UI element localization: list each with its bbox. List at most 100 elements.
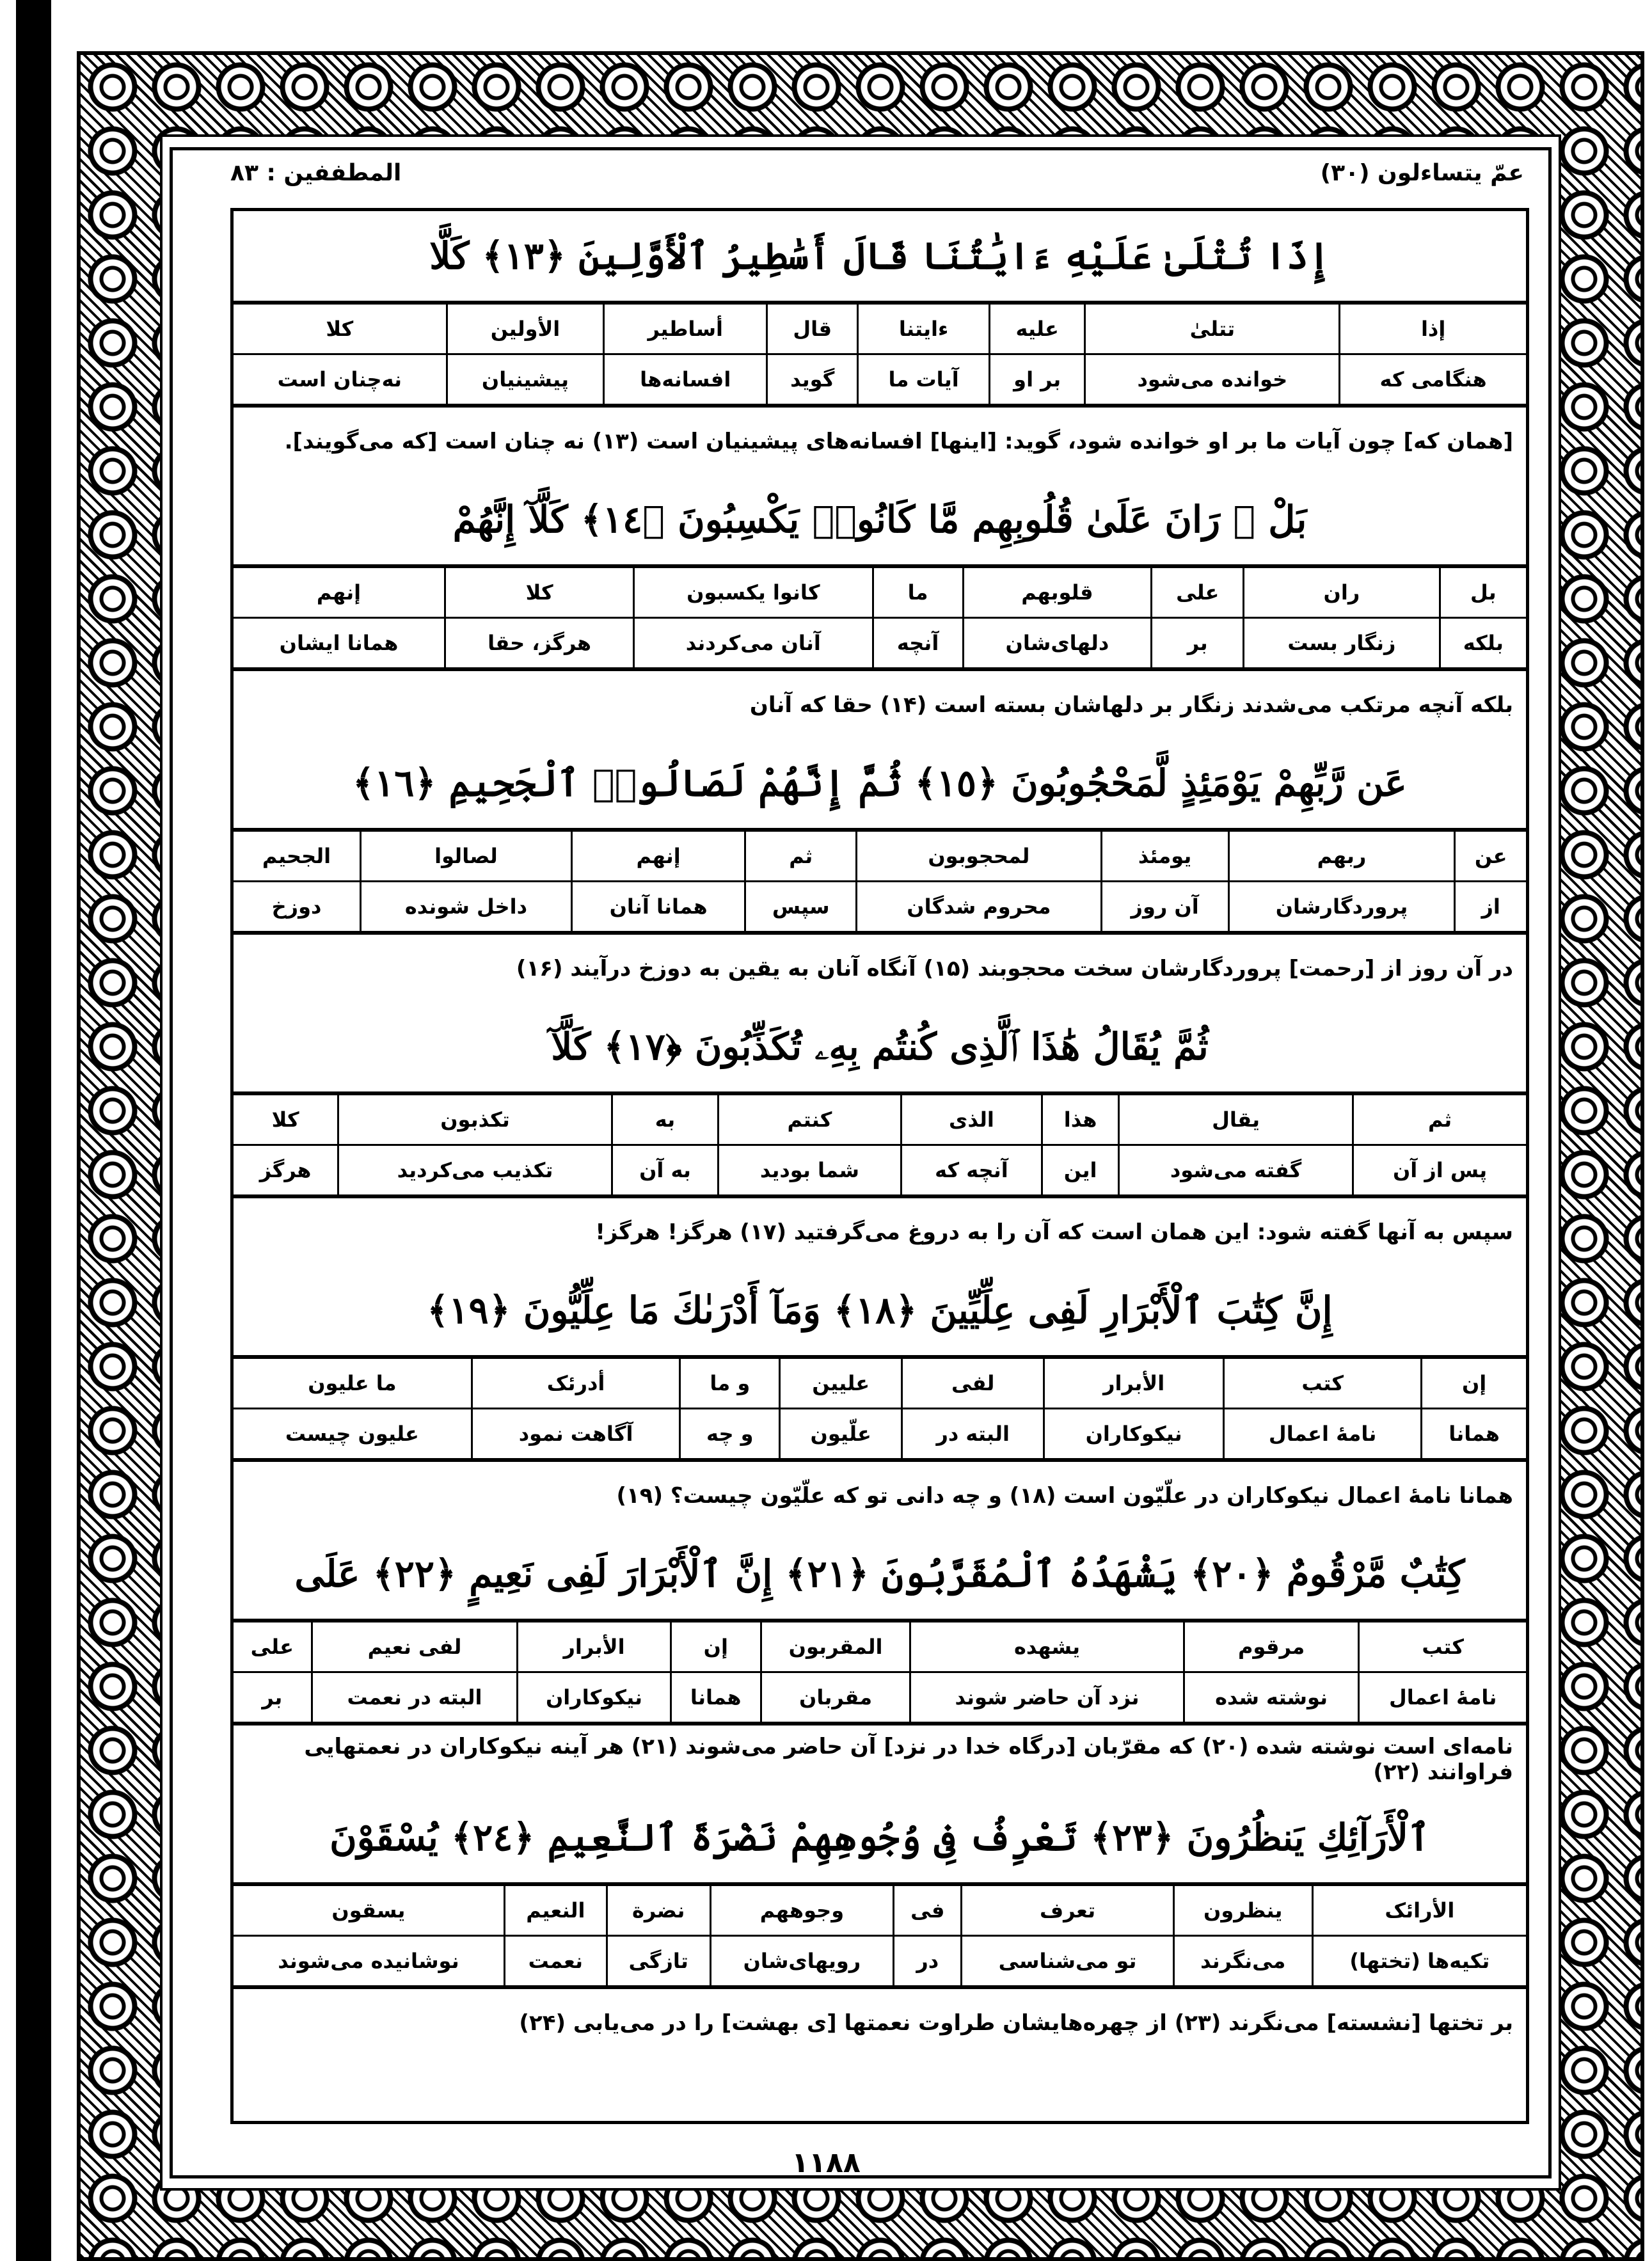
persian-meaning-cell: این	[1041, 1145, 1119, 1196]
persian-meaning-cell: به آن	[610, 1145, 719, 1196]
persian-meaning-cell: هرگز	[259, 1158, 312, 1182]
arabic-words-row: بل ران علی قلوبهم ما کانوا یکسبون کلا إنهم	[234, 566, 1526, 619]
arabic-word-cell: لمحجوبون	[855, 830, 1102, 882]
word-translation-table: عن ربهم یومئذ لمحجوبون ثم إنهم لصالوا الجحیم از پ…	[234, 828, 1526, 935]
word-translation-table: ثم یقال هذا الذی کنتم به تکذبون کلا پس از آن گفته…	[234, 1091, 1526, 1198]
arabic-word-cell: هذا	[1041, 1093, 1119, 1146]
arabic-words-row: عن ربهم یومئذ لمحجوبون ثم إنهم لصالوا الجحیم	[234, 830, 1526, 882]
persian-meaning-cell: بلکه	[1438, 617, 1526, 669]
content-box: إِذَا تُتْلَىٰ عَلَيْهِ ءَايَٰتُنَا قَال…	[230, 208, 1529, 2124]
verse-translation: [همان که] چون آیات ما بر او خوانده شود، …	[284, 428, 1513, 454]
persian-meaning-cell: و چه	[679, 1408, 780, 1460]
verse-translation: سپس به آنها گفته شود: این همان است که آن…	[595, 1219, 1513, 1245]
arabic-word-cell: إنهم	[234, 566, 445, 619]
arabic-word-cell: علی	[234, 1621, 312, 1673]
verse-section: إِنَّ كِتَٰبَ ٱلْأَبْرَارِ لَفِى عِلِّيِ…	[234, 1265, 1526, 1529]
arabic-word-cell: ران	[1243, 566, 1440, 619]
persian-meaning-cell: آن روز	[1100, 881, 1229, 933]
verse-translation: نامه‌ای است نوشته شده (۲۰) که مقرّبان [د…	[304, 1733, 1513, 1785]
arabic-word-cell: لفی	[901, 1357, 1044, 1409]
quran-verse: إِذَا تُتْلَىٰ عَلَيْهِ ءَايَٰتُنَا قَال…	[429, 234, 1330, 278]
arabic-word-cell: الجحیم	[234, 830, 361, 882]
arabic-word-cell: کانوا یکسبون	[633, 566, 873, 619]
persian-meaning-cell: نیکوکاران	[1043, 1408, 1224, 1460]
arabic-word-cell: ربهم	[1227, 830, 1455, 882]
quran-verse: ثُمَّ يُقَالُ هَٰذَا ٱلَّذِى كُنتُم بِهِ…	[551, 1024, 1209, 1068]
arabic-words-row: إذا تتلیٰ علیه ءایتنا قال أساطیر الأولین کلا	[234, 303, 1526, 355]
arabic-word-cell: تکذبون	[337, 1093, 612, 1146]
quran-verse: إِنَّ كِتَٰبَ ٱلْأَبْرَارِ لَفِى عِلِّيِ…	[427, 1289, 1333, 1332]
arabic-words-row: ثم یقال هذا الذی کنتم به تکذبون کلا	[234, 1093, 1526, 1146]
verse-section: ثُمَّ يُقَالُ هَٰذَا ٱلَّذِى كُنتُم بِهِ…	[234, 1002, 1526, 1265]
word-translation-table: إن کتب الأبرار لفی علیین و ما أدرئک ما علیون هما…	[234, 1355, 1526, 1462]
arabic-word-cell: کتب	[1223, 1357, 1422, 1409]
persian-meanings-row: همانا نامهٔ اعمال نیکوکاران البته در علّیون و…	[234, 1408, 1526, 1460]
persian-meaning-cell: نوشته شده	[1182, 1672, 1359, 1724]
verse-translation: بلکه آنچه مرتکب می‌شدند زنگار بر دلهاشان…	[749, 692, 1513, 718]
arabic-word-cell: ثم	[1352, 1093, 1526, 1146]
arabic-word-cell: کتب	[1358, 1621, 1526, 1673]
arabic-word-cell: و ما	[679, 1357, 780, 1409]
verse-translation: در آن روز از [رحمت] پروردگارشان سخت محجو…	[516, 955, 1513, 981]
persian-meaning-cell: نامهٔ اعمال	[1223, 1408, 1422, 1460]
persian-meaning-cell: پیشینیان	[445, 354, 604, 406]
persian-meaning-cell: همانا	[669, 1672, 761, 1724]
arabic-word-cell: مرقوم	[1182, 1621, 1359, 1673]
arabic-word-cell: النعیم	[503, 1884, 607, 1937]
verse-section: بَلْ ۜ رَانَ عَلَىٰ قُلُوبِهِم مَّا كَان…	[234, 475, 1526, 738]
arabic-word-cell: الأبرار	[516, 1621, 671, 1673]
persian-meaning-cell: مقربان	[759, 1672, 910, 1724]
persian-meanings-row: پس از آن گفته می‌شود این آنچه که شما بودید به…	[234, 1145, 1526, 1196]
persian-meaning-cell: شما بودید	[717, 1145, 901, 1196]
persian-meaning-cell: نامهٔ اعمال	[1358, 1672, 1526, 1724]
persian-meaning-cell: افسانه‌ها	[603, 354, 767, 406]
persian-meaning-cell: رویهای‌شان	[709, 1935, 894, 1987]
persian-meaning-cell: محروم شدگان	[855, 881, 1102, 933]
persian-meaning-cell: پروردگارشان	[1227, 881, 1455, 933]
arabic-word-cell: کلا	[234, 303, 447, 355]
persian-meanings-row: هنگامی که خوانده می‌شود بر او آیات ما گوید اف…	[234, 354, 1526, 406]
persian-meaning-cell: علیون چیست	[285, 1422, 419, 1446]
persian-meaning-cell: در	[893, 1935, 962, 1987]
persian-meaning-cell: البته در	[901, 1408, 1044, 1460]
persian-meaning-cell: می‌نگرند	[1172, 1935, 1313, 1987]
persian-meaning-cell: همانا	[1420, 1408, 1526, 1460]
persian-meaning-cell: نیکوکاران	[516, 1672, 671, 1724]
arabic-word-cell: یشهده	[909, 1621, 1184, 1673]
page-frame	[170, 147, 1552, 2178]
word-translation-table: بل ران علی قلوبهم ما کانوا یکسبون کلا إنهم بلکه ز…	[234, 564, 1526, 671]
persian-meaning-cell: بر	[1150, 617, 1244, 669]
arabic-word-cell: به	[610, 1093, 719, 1146]
persian-meaning-cell: سپس	[744, 881, 857, 933]
persian-meaning-cell: تازگی	[605, 1935, 710, 1987]
word-translation-table: کتب مرقوم یشهده المقربون إن الأبرار لفی نعیم عل…	[234, 1619, 1526, 1726]
persian-meaning-cell: پس از آن	[1352, 1145, 1526, 1196]
arabic-words-row: الأرائک ینظرون تعرف فی وجوههم نضرة النعیم یسقون	[234, 1884, 1526, 1937]
persian-meaning-cell: گوید	[766, 354, 858, 406]
verse-section: عَن رَّبِّهِمْ يَوْمَئِذٍ لَّمَحْجُوبُون…	[234, 738, 1526, 1002]
arabic-word-cell: علیین	[779, 1357, 902, 1409]
persian-meaning-cell: هنگامی که	[1338, 354, 1526, 406]
persian-meaning-cell: داخل شونده	[359, 881, 572, 933]
arabic-word-cell: یومئذ	[1100, 830, 1229, 882]
arabic-word-cell: الأبرار	[1043, 1357, 1224, 1409]
persian-meaning-cell: آیات ما	[857, 354, 990, 406]
word-translation-table: إذا تتلیٰ علیه ءایتنا قال أساطیر الأولین کلا هنگ…	[234, 301, 1526, 408]
arabic-word-cell: إن	[1420, 1357, 1526, 1409]
arabic-word-cell: ما علیون	[234, 1357, 472, 1409]
persian-meaning-cell: نعمت	[503, 1935, 607, 1987]
arabic-word-cell: یقال	[1118, 1093, 1353, 1146]
persian-meaning-cell: تو می‌شناسی	[960, 1935, 1174, 1987]
persian-meaning-cell: هرگز، حقا	[444, 617, 634, 669]
persian-meaning-cell: خوانده می‌شود	[1084, 354, 1340, 406]
persian-meaning-cell: از	[1454, 881, 1526, 933]
arabic-words-row: کتب مرقوم یشهده المقربون إن الأبرار لفی نعیم عل…	[234, 1621, 1526, 1673]
arabic-word-cell: أساطیر	[603, 303, 767, 355]
arabic-word-cell: یسقون	[234, 1884, 505, 1937]
arabic-word-cell: إن	[669, 1621, 761, 1673]
arabic-word-cell: ینظرون	[1172, 1884, 1313, 1937]
arabic-word-cell: کنتم	[717, 1093, 901, 1146]
arabic-word-cell: إذا	[1338, 303, 1526, 355]
scan-edge	[16, 0, 51, 2261]
arabic-word-cell: لفی نعیم	[310, 1621, 518, 1673]
